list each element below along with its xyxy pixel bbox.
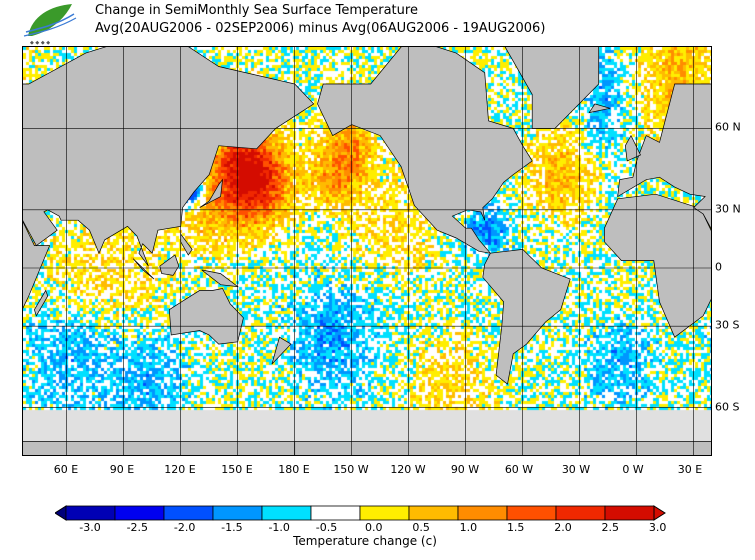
landmass	[504, 47, 600, 129]
colorbar-min-arrow	[55, 505, 67, 521]
colorbar-tick-label: -2.0	[173, 521, 196, 534]
sst-change-map	[22, 46, 712, 456]
landmass	[159, 254, 180, 276]
landmass	[588, 103, 611, 114]
landmass	[132, 258, 155, 280]
lon-label: 180 E	[278, 463, 310, 476]
lat-label: 30 N	[715, 202, 741, 216]
colorbar-tick-label: 2.5	[601, 521, 620, 534]
colorbar-title: Temperature change (c)	[293, 534, 437, 548]
colorbar-max-arrow	[653, 505, 666, 521]
colorbar-box	[212, 505, 263, 521]
colorbar-tick-label: -0.5	[315, 521, 338, 534]
lon-label: 150 E	[221, 463, 253, 476]
colorbar-tick-label: -1.5	[221, 521, 243, 534]
colorbar-tick-label: 1.5	[506, 521, 525, 534]
colorbar-box	[163, 505, 214, 521]
map-subtitle: Avg(20AUG2006 - 02SEP2006) minus Avg(06A…	[95, 21, 546, 36]
lon-label: 150 W	[333, 463, 369, 476]
landmass	[482, 249, 571, 385]
lat-label: 0	[715, 260, 722, 274]
landmass	[23, 47, 315, 267]
colorbar	[55, 505, 666, 521]
landmass	[294, 441, 711, 455]
colorbar-tick-label: 1.0	[459, 521, 478, 534]
landmass	[23, 441, 296, 455]
lon-label: 60 E	[53, 463, 79, 476]
colorbar-box	[114, 505, 165, 521]
landmass	[271, 336, 292, 365]
svg-text:◆ ◆ ◆ ◆: ◆ ◆ ◆ ◆	[30, 40, 50, 46]
lon-label: 60 W	[504, 463, 534, 476]
colorbar-box	[555, 505, 606, 521]
lat-label: 60 N	[715, 120, 741, 134]
colorbar-tick-label: 0.5	[412, 521, 430, 534]
colorbar-tick-label: -3.0	[79, 521, 101, 534]
colorbar-box	[457, 505, 508, 521]
lat-label: 60 S	[715, 400, 740, 414]
colorbar-tick-label: -2.5	[126, 521, 149, 534]
lon-label: 90 W	[450, 463, 480, 476]
lon-label: 120 W	[390, 463, 426, 476]
lon-label: 30 E	[677, 463, 703, 476]
colorbar-box	[65, 505, 116, 521]
landmass	[23, 221, 51, 309]
lon-label: 90 E	[109, 463, 135, 476]
landmass	[180, 233, 193, 256]
landmass	[168, 288, 244, 345]
lon-label: 120 E	[164, 463, 196, 476]
colorbar-box	[408, 505, 459, 521]
colorbar-box	[604, 505, 655, 521]
landmass	[201, 269, 239, 288]
lon-label: 0 W	[622, 463, 644, 476]
landmass	[604, 193, 711, 338]
landmass	[317, 47, 533, 254]
land-overlay	[23, 47, 711, 455]
colorbar-tick-label: 2.0	[554, 521, 572, 534]
colorbar-tick-label: 3.0	[648, 521, 667, 534]
colorbar-box	[506, 505, 557, 521]
colorbar-box	[310, 505, 361, 521]
landmass	[617, 83, 711, 230]
landmass	[199, 178, 223, 208]
colorbar-box	[261, 505, 312, 521]
agency-logo: ◆ ◆ ◆ ◆	[23, 4, 77, 46]
map-title: Change in SemiMonthly Sea Surface Temper…	[95, 3, 418, 18]
colorbar-tick-label: -1.0	[268, 521, 290, 534]
colorbar-tick-label: 0.0	[365, 521, 383, 534]
colorbar-box	[359, 505, 410, 521]
lat-label: 30 S	[715, 318, 740, 332]
lon-label: 30 W	[561, 463, 591, 476]
landmass	[34, 289, 49, 317]
